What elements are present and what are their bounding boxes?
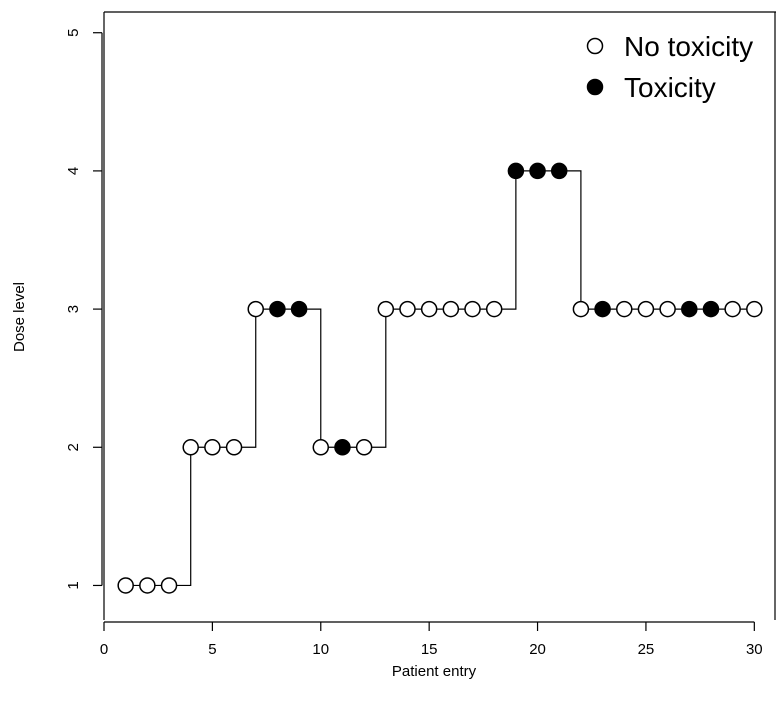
x-tick-label: 5 <box>208 641 216 658</box>
toxicity-point <box>334 439 351 456</box>
y-tick-label: 1 <box>65 581 82 589</box>
legend-label-no-toxicity: No toxicity <box>624 31 753 62</box>
no-toxicity-point <box>117 577 134 594</box>
toxicity-point <box>290 300 308 318</box>
no-toxicity-point <box>247 300 264 318</box>
no-toxicity-point <box>139 577 156 594</box>
no-toxicity-point <box>204 439 221 456</box>
no-toxicity-point <box>182 439 199 456</box>
x-tick-label: 10 <box>312 641 329 658</box>
legend: No toxicity Toxicity <box>586 31 753 103</box>
no-toxicity-point <box>442 300 460 318</box>
no-toxicity-point <box>312 439 330 456</box>
no-toxicity-point <box>464 300 481 318</box>
no-toxicity-point <box>377 300 395 318</box>
x-tick-label: 20 <box>529 641 546 658</box>
y-tick-label: 2 <box>65 443 82 451</box>
no-toxicity-point <box>724 300 741 318</box>
legend-open-circle-icon <box>586 37 604 55</box>
no-toxicity-point <box>616 300 633 318</box>
x-tick-label: 0 <box>100 641 108 658</box>
no-toxicity-point <box>420 300 438 318</box>
no-toxicity-point <box>746 300 763 318</box>
no-toxicity-point <box>399 300 416 318</box>
toxicity-point <box>681 300 698 318</box>
toxicity-point <box>702 300 720 318</box>
toxicity-point <box>594 300 611 318</box>
patient-points <box>117 162 763 594</box>
no-toxicity-point <box>485 300 503 318</box>
no-toxicity-point <box>659 300 676 318</box>
toxicity-point <box>269 300 286 318</box>
no-toxicity-point <box>637 300 655 318</box>
toxicity-point <box>507 162 525 180</box>
legend-label-toxicity: Toxicity <box>624 72 716 103</box>
x-tick-label: 25 <box>638 641 655 658</box>
y-tick-label: 5 <box>65 29 82 37</box>
plot-frame <box>103 11 776 620</box>
y-tick-label: 3 <box>65 305 82 313</box>
y-tick-label: 4 <box>65 167 82 175</box>
no-toxicity-point <box>572 300 590 318</box>
y-axis: 1 2 3 4 5 <box>65 29 103 590</box>
x-axis: 0 5 10 15 20 25 30 <box>100 621 763 658</box>
no-toxicity-point <box>160 577 178 594</box>
no-toxicity-point <box>225 439 243 456</box>
legend-filled-circle-icon <box>586 78 604 96</box>
x-axis-title: Patient entry <box>392 663 477 680</box>
toxicity-point <box>529 162 546 180</box>
x-tick-label: 15 <box>421 641 438 658</box>
toxicity-point <box>550 162 568 180</box>
y-axis-title: Dose level <box>11 282 28 352</box>
no-toxicity-point <box>355 439 373 456</box>
x-tick-label: 30 <box>746 641 763 658</box>
